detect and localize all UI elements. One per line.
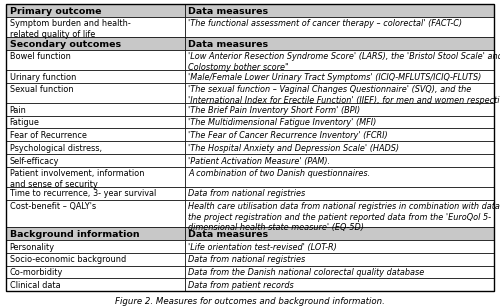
Bar [184,187,494,200]
Bar [6,103,184,116]
Text: Pain: Pain [10,106,26,114]
Text: Time to recurrence, 3- year survival: Time to recurrence, 3- year survival [10,189,156,199]
Text: Urinary function: Urinary function [10,73,76,82]
Text: 'The Fear of Cancer Recurrence Inventory' (FCRI): 'The Fear of Cancer Recurrence Inventory… [188,131,388,140]
Bar [184,141,494,154]
Text: Sexual function: Sexual function [10,85,73,94]
Text: Data from the Danish national colorectal quality database: Data from the Danish national colorectal… [188,268,424,277]
Text: Psychological distress,: Psychological distress, [10,144,102,153]
Bar [184,200,494,227]
Text: Data measures: Data measures [188,7,268,16]
Text: Data from national registries: Data from national registries [188,189,306,199]
Text: Fatigue: Fatigue [10,118,40,127]
Text: Data measures: Data measures [188,230,268,239]
Bar [6,266,184,278]
Bar [184,129,494,141]
Text: Cost-benefit – QALY's: Cost-benefit – QALY's [10,202,96,211]
Bar [184,83,494,103]
Bar [6,17,184,37]
Bar [6,200,184,227]
Bar [6,4,184,17]
Bar [184,50,494,70]
Bar [6,83,184,103]
Bar [184,37,494,50]
Text: Data from patient records: Data from patient records [188,281,294,290]
Text: 'Patient Activation Measure' (PAM).: 'Patient Activation Measure' (PAM). [188,156,330,166]
Bar [184,116,494,129]
Text: A combination of two Danish questionnaires.: A combination of two Danish questionnair… [188,169,370,178]
Text: Figure 2. Measures for outcomes and background information.: Figure 2. Measures for outcomes and back… [115,297,385,306]
Bar [184,253,494,266]
Text: Symptom burden and health-
related quality of life: Symptom burden and health- related quali… [10,19,130,39]
Bar [184,167,494,187]
Bar [6,116,184,129]
Bar [6,129,184,141]
Text: Background information: Background information [10,230,139,239]
Bar [184,154,494,167]
Bar [6,141,184,154]
Text: Health care utilisation data from national registries in combination with data f: Health care utilisation data from nation… [188,202,500,232]
Text: Data measures: Data measures [188,39,268,49]
Bar [184,103,494,116]
Text: 'The Multidimensional Fatigue Inventory' (MFI): 'The Multidimensional Fatigue Inventory'… [188,118,376,127]
Bar [6,70,184,83]
Bar [6,187,184,200]
Bar [6,37,184,50]
Bar [184,278,494,291]
Text: 'The Brief Pain Inventory Short Form' (BPI): 'The Brief Pain Inventory Short Form' (B… [188,106,360,114]
Bar [184,17,494,37]
Bar [6,154,184,167]
Bar [184,240,494,253]
Bar [6,240,184,253]
Text: 'The functional assessment of cancer therapy – colorectal' (FACT-C): 'The functional assessment of cancer the… [188,19,462,28]
Text: Socio-economic background: Socio-economic background [10,256,126,264]
Text: 'Low Anterior Resection Syndrome Score' (LARS), the 'Bristol Stool Scale' and "T: 'Low Anterior Resection Syndrome Score' … [188,52,500,72]
Bar [6,227,184,240]
Bar [6,278,184,291]
Bar [184,70,494,83]
Text: 'The Hospital Anxiety and Depression Scale' (HADS): 'The Hospital Anxiety and Depression Sca… [188,144,399,153]
Text: 'The sexual function – Vaginal Changes Questionnaire' (SVQ), and the
'Internatio: 'The sexual function – Vaginal Changes Q… [188,85,500,105]
Text: Primary outcome: Primary outcome [10,7,101,16]
Text: Secondary outcomes: Secondary outcomes [10,39,120,49]
Bar [184,4,494,17]
Text: Bowel function: Bowel function [10,52,70,61]
Text: Clinical data: Clinical data [10,281,60,290]
Bar [184,266,494,278]
Text: Fear of Recurrence: Fear of Recurrence [10,131,86,140]
Text: Patient involvement, information
and sense of security: Patient involvement, information and sen… [10,169,144,189]
Bar [6,167,184,187]
Text: Personality: Personality [10,243,54,252]
Bar [6,50,184,70]
Text: 'Male/Female Lower Urinary Tract Symptoms' (ICIQ-MFLUTS/ICIQ-FLUTS): 'Male/Female Lower Urinary Tract Symptom… [188,73,482,82]
Text: Data from national registries: Data from national registries [188,256,306,264]
Bar [184,227,494,240]
Text: Self-efficacy: Self-efficacy [10,156,59,166]
Text: Co-morbidity: Co-morbidity [10,268,63,277]
Text: 'Life orientation test-revised' (LOT-R): 'Life orientation test-revised' (LOT-R) [188,243,337,252]
Bar [6,253,184,266]
